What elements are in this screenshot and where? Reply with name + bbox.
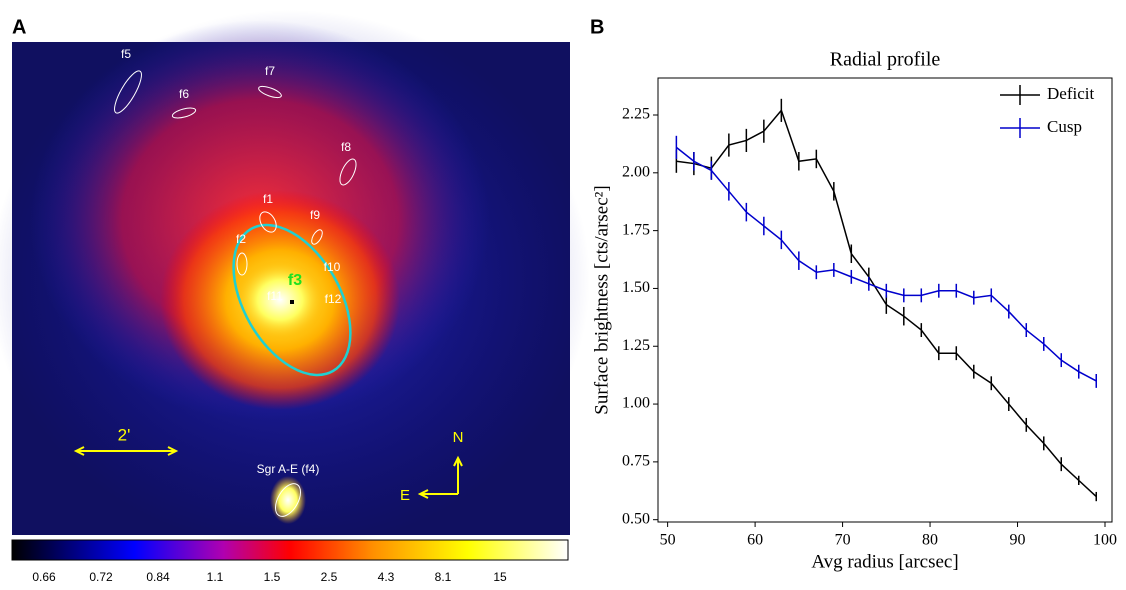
source-emission — [270, 476, 306, 524]
region-ellipse — [259, 211, 277, 233]
colorbar-tick-label: 4.3 — [378, 570, 395, 584]
region-label: f6 — [179, 87, 189, 101]
core-marker — [290, 300, 294, 304]
region-label: f12 — [325, 292, 342, 306]
colorbar-tick-label: 15 — [493, 570, 507, 584]
colorbar-tick-label: 8.1 — [435, 570, 452, 584]
y-tick-label: 2.00 — [622, 163, 650, 180]
y-tick-label: 1.00 — [622, 395, 650, 412]
panel-label: A — [12, 16, 26, 38]
region-ellipse — [258, 85, 282, 99]
y-tick-label: 2.25 — [622, 106, 650, 123]
y-axis-label: Surface brightness [cts/arsec²] — [591, 185, 612, 414]
source-label: Sgr A-E (f4) — [257, 462, 320, 476]
x-tick-label: 80 — [922, 532, 938, 549]
region-label: f10 — [324, 260, 341, 274]
colorbar-tick-label: 1.5 — [264, 570, 281, 584]
colorbar-tick-label: 2.5 — [321, 570, 338, 584]
colorbar-tick-label: 1.1 — [207, 570, 224, 584]
x-tick-label: 60 — [747, 532, 763, 549]
xray-image: 2' N E Sgr A-E (f4) — [0, 10, 590, 561]
region-ellipse — [275, 483, 301, 517]
region-label: f5 — [121, 47, 131, 61]
region-label: f1 — [263, 192, 273, 206]
region-label: f2 — [236, 232, 246, 246]
region-label: f8 — [341, 140, 351, 154]
x-tick-label: 50 — [660, 532, 676, 549]
chart-title: Radial profile — [830, 49, 941, 71]
colorbar — [11, 539, 569, 561]
region-ellipse — [311, 229, 323, 245]
compass — [417, 455, 463, 499]
x-tick-label: 90 — [1010, 532, 1026, 549]
region-ellipse — [339, 158, 357, 186]
panel-label: B — [590, 16, 604, 38]
y-tick-label: 0.75 — [622, 453, 650, 470]
scale-label: 2' — [118, 425, 131, 444]
region-label: f7 — [265, 64, 275, 78]
east-label: E — [400, 487, 410, 504]
legend-label: Deficit — [1047, 84, 1094, 103]
region-ellipse — [236, 252, 248, 276]
colorbar-tick-label: 0.72 — [89, 570, 113, 584]
y-tick-label: 1.75 — [622, 221, 650, 238]
x-tick-label: 100 — [1093, 532, 1117, 549]
colorbar-tick-label: 0.84 — [146, 570, 170, 584]
north-label: N — [453, 429, 464, 446]
region-label: f9 — [310, 208, 320, 222]
series-line — [675, 146, 1097, 382]
core-emission — [235, 260, 325, 340]
legend-label: Cusp — [1047, 117, 1082, 136]
colorbar-tick-label: 0.66 — [32, 570, 56, 584]
x-tick-label: 70 — [835, 532, 851, 549]
region-ellipse — [171, 107, 197, 119]
scale-arrows — [73, 446, 179, 456]
plot-frame — [657, 77, 1113, 523]
x-axis-label: Avg radius [arcsec] — [811, 551, 958, 572]
y-tick-label: 1.25 — [622, 337, 650, 354]
region-label: f3 — [288, 272, 302, 289]
cyan-region — [232, 223, 352, 377]
y-tick-label: 1.50 — [622, 279, 650, 296]
region-ellipse — [114, 70, 142, 114]
y-tick-label: 0.50 — [622, 510, 650, 527]
region-label: f11 — [267, 289, 283, 303]
